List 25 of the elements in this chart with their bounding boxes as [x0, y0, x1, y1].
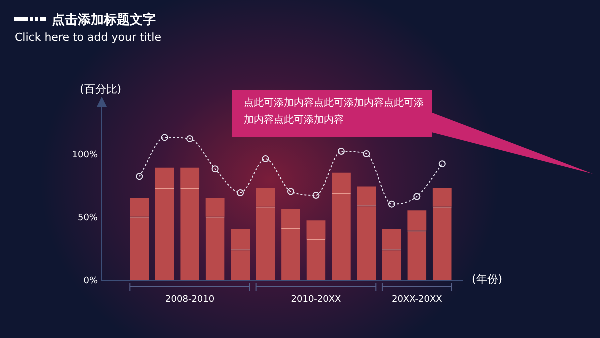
x-axis-title: (年份) [472, 272, 503, 287]
point [312, 192, 320, 200]
text: 2008-2010 [166, 294, 215, 305]
point [136, 173, 144, 180]
y-tick-label: 0% [84, 276, 98, 286]
point [186, 135, 194, 142]
point [237, 190, 244, 196]
text: 20XX-20XX [392, 294, 442, 305]
point [363, 150, 370, 158]
chart-subtitle: Click here to add your title [15, 31, 162, 44]
y-tick-label: 100% [72, 150, 98, 161]
point [438, 160, 446, 168]
point [262, 156, 270, 163]
point [212, 166, 219, 173]
point [414, 193, 421, 200]
annotation: 点此可添加内容点此可添加内容点此可添加内容点此可添加内容 [232, 90, 432, 137]
text: 2010-20XX [291, 294, 342, 305]
callout-box: 点此可添加内容点此可添加内容点此可添加内容点此可添加内容 [232, 90, 595, 176]
point [338, 148, 345, 156]
point [161, 134, 168, 142]
point [388, 200, 396, 208]
y-axis-title: (百分比) [80, 82, 122, 97]
y-tick-label: 50% [78, 213, 98, 224]
chart-title: 点击添加标题文字 [52, 12, 156, 29]
point [288, 188, 294, 196]
